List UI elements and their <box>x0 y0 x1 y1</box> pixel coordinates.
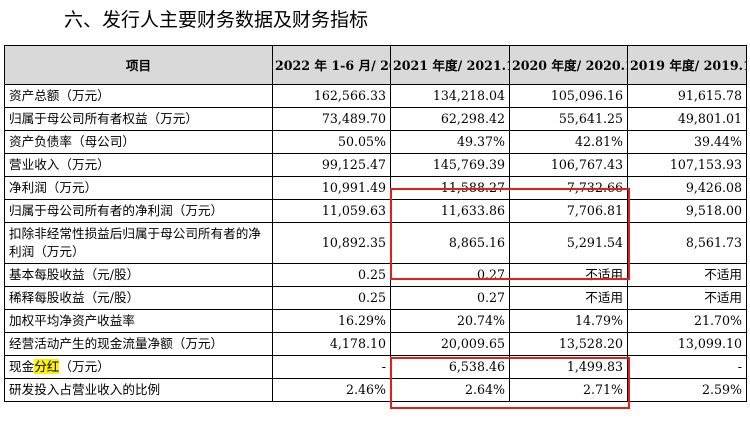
search-highlight: 分红 <box>34 359 60 374</box>
cell-value: 13,099.10 <box>627 332 747 356</box>
table-row: 经营活动产生的现金流量净额（万元） 4,178.10 20,009.65 13,… <box>4 332 747 356</box>
header-2020: 2020 年度/ 2020.12.31 <box>509 45 628 85</box>
cell-value: 50.05% <box>272 130 391 154</box>
cell-value: 0.27 <box>390 263 510 287</box>
cell-value: 16.29% <box>272 309 391 333</box>
cell-value: 0.25 <box>272 286 391 310</box>
cell-value: 20.74% <box>390 309 510 333</box>
cell-value: - <box>272 355 391 379</box>
cell-value: 21.70% <box>627 309 747 333</box>
table-row: 资产总额（万元） 162,566.33 134,218.04 105,096.1… <box>4 84 747 108</box>
table-row: 稀释每股收益（元/股） 0.25 0.27 不适用 不适用 <box>4 286 747 310</box>
row-label: 归属于母公司所有者的净利润（万元） <box>4 199 273 223</box>
cell-value: 不适用 <box>627 286 747 310</box>
table-row: 归属于母公司所有者的净利润（万元） 11,059.63 11,633.86 7,… <box>4 199 747 223</box>
row-label: 研发投入占营业收入的比例 <box>4 378 273 402</box>
row-label-part: （万元） <box>59 359 110 374</box>
cell-value: 55,641.25 <box>509 107 628 131</box>
cell-value: 145,769.39 <box>390 153 510 177</box>
section-heading: 六、发行人主要财务数据及财务指标 <box>64 9 369 31</box>
row-label: 净利润（万元） <box>4 176 273 200</box>
cell-value: 2.59% <box>627 378 747 402</box>
cell-value: 11,059.63 <box>272 199 391 223</box>
table-row: 净利润（万元） 10,991.49 11,588.27 7,732.66 9,4… <box>4 176 747 200</box>
cell-value: 105,096.16 <box>509 84 628 108</box>
cell-value: 162,566.33 <box>272 84 391 108</box>
row-label: 营业收入（万元） <box>4 153 273 177</box>
row-label: 扣除非经常性损益后归属于母公司所有者的净利润（万元） <box>4 222 273 264</box>
cell-value: 不适用 <box>627 263 747 287</box>
cell-value: 8,561.73 <box>627 222 747 264</box>
cell-value: 0.27 <box>390 286 510 310</box>
cell-value: 42.81% <box>509 130 628 154</box>
cell-value: 4,178.10 <box>272 332 391 356</box>
cell-value: 20,009.65 <box>390 332 510 356</box>
cell-value: 106,767.43 <box>509 153 628 177</box>
cell-value: 14.79% <box>509 309 628 333</box>
cell-value: 0.25 <box>272 263 391 287</box>
cell-value: - <box>627 355 747 379</box>
cell-value: 107,153.93 <box>627 153 747 177</box>
cell-value: 5,291.54 <box>509 222 628 264</box>
cell-value: 7,706.81 <box>509 199 628 223</box>
financial-table-wrapper: 项目 2022 年 1-6 月/ 2022.06.30 2021 年度/ 202… <box>4 45 747 402</box>
table-row: 研发投入占营业收入的比例 2.46% 2.64% 2.71% 2.59% <box>4 378 747 402</box>
cell-value: 10,991.49 <box>272 176 391 200</box>
table-row: 扣除非经常性损益后归属于母公司所有者的净利润（万元） 10,892.35 8,8… <box>4 222 747 264</box>
header-2022h1: 2022 年 1-6 月/ 2022.06.30 <box>272 45 391 85</box>
header-2021: 2021 年度/ 2021.12.31 <box>390 45 510 85</box>
row-label: 稀释每股收益（元/股） <box>4 286 273 310</box>
cell-value: 10,892.35 <box>272 222 391 264</box>
header-item: 项目 <box>4 45 273 85</box>
row-label: 加权平均净资产收益率 <box>4 309 273 333</box>
cell-value: 39.44% <box>627 130 747 154</box>
cell-value: 13,528.20 <box>509 332 628 356</box>
table-row: 营业收入（万元） 99,125.47 145,769.39 106,767.43… <box>4 153 747 177</box>
cell-value: 49,801.01 <box>627 107 747 131</box>
table-row: 归属于母公司所有者权益（万元） 73,489.70 62,298.42 55,6… <box>4 107 747 131</box>
cell-value: 1,499.83 <box>509 355 628 379</box>
table-row: 资产负债率（母公司） 50.05% 49.37% 42.81% 39.44% <box>4 130 747 154</box>
row-label: 资产负债率（母公司） <box>4 130 273 154</box>
cell-value: 73,489.70 <box>272 107 391 131</box>
cell-value: 不适用 <box>509 286 628 310</box>
cell-value: 99,125.47 <box>272 153 391 177</box>
cell-value: 11,633.86 <box>390 199 510 223</box>
row-label-dividend: 现金分红（万元） <box>4 355 273 379</box>
cell-value: 62,298.42 <box>390 107 510 131</box>
row-label: 归属于母公司所有者权益（万元） <box>4 107 273 131</box>
cell-value: 9,518.00 <box>627 199 747 223</box>
cell-value: 8,865.16 <box>390 222 510 264</box>
table-row: 现金分红（万元） - 6,538.46 1,499.83 - <box>4 355 747 379</box>
row-label: 基本每股收益（元/股） <box>4 263 273 287</box>
cell-value: 2.64% <box>390 378 510 402</box>
cell-value: 2.71% <box>509 378 628 402</box>
header-2019: 2019 年度/ 2019.12.31 <box>627 45 747 85</box>
header-row: 项目 2022 年 1-6 月/ 2022.06.30 2021 年度/ 202… <box>4 45 747 85</box>
cell-value: 不适用 <box>509 263 628 287</box>
cell-value: 7,732.66 <box>509 176 628 200</box>
row-label: 经营活动产生的现金流量净额（万元） <box>4 332 273 356</box>
row-label-part: 现金 <box>9 359 35 374</box>
table-row: 基本每股收益（元/股） 0.25 0.27 不适用 不适用 <box>4 263 747 287</box>
cell-value: 11,588.27 <box>390 176 510 200</box>
cell-value: 134,218.04 <box>390 84 510 108</box>
row-label: 资产总额（万元） <box>4 84 273 108</box>
financial-table: 项目 2022 年 1-6 月/ 2022.06.30 2021 年度/ 202… <box>4 45 747 402</box>
cell-value: 9,426.08 <box>627 176 747 200</box>
cell-value: 2.46% <box>272 378 391 402</box>
table-row: 加权平均净资产收益率 16.29% 20.74% 14.79% 21.70% <box>4 309 747 333</box>
cell-value: 91,615.78 <box>627 84 747 108</box>
cell-value: 49.37% <box>390 130 510 154</box>
cell-value: 6,538.46 <box>390 355 510 379</box>
